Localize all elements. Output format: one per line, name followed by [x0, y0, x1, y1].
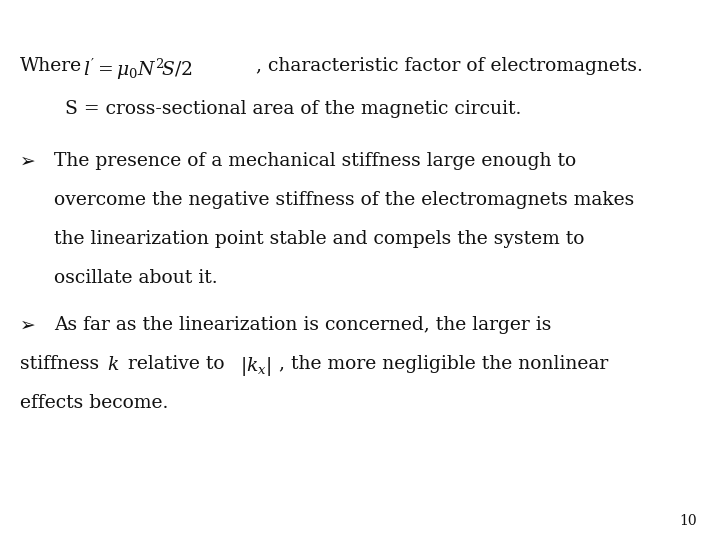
Text: The presence of a mechanical stiffness large enough to: The presence of a mechanical stiffness l… [54, 152, 576, 170]
Text: $|k_x|$: $|k_x|$ [240, 355, 271, 378]
Text: , the more negligible the nonlinear: , the more negligible the nonlinear [279, 355, 608, 373]
Text: stiffness: stiffness [20, 355, 105, 373]
Text: effects become.: effects become. [20, 394, 168, 411]
Text: , characteristic factor of electromagnets.: , characteristic factor of electromagnet… [256, 57, 642, 75]
Text: overcome the negative stiffness of the electromagnets makes: overcome the negative stiffness of the e… [54, 191, 634, 209]
Text: $k$: $k$ [107, 355, 119, 374]
Text: As far as the linearization is concerned, the larger is: As far as the linearization is concerned… [54, 316, 552, 334]
Text: Where: Where [20, 57, 82, 75]
Text: ➢: ➢ [20, 316, 36, 335]
Text: relative to: relative to [122, 355, 231, 373]
Text: 10: 10 [680, 514, 697, 528]
Text: ➢: ➢ [20, 152, 36, 171]
Text: the linearization point stable and compels the system to: the linearization point stable and compe… [54, 230, 585, 248]
Text: $l' = \mu_0 N^2\!S/2$: $l' = \mu_0 N^2\!S/2$ [83, 57, 192, 82]
Text: oscillate about it.: oscillate about it. [54, 269, 217, 287]
Text: S = cross-sectional area of the magnetic circuit.: S = cross-sectional area of the magnetic… [65, 100, 521, 118]
